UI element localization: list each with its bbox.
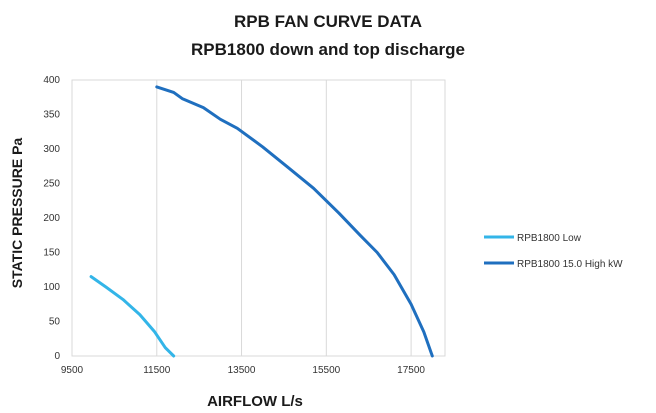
- y-tick-label: 100: [43, 282, 60, 293]
- plot-area-border: [71, 79, 446, 357]
- y-tick-label: 250: [43, 179, 60, 190]
- x-tick-label: 15500: [312, 365, 340, 376]
- y-tick-label: 0: [54, 351, 60, 362]
- x-tick-label: 9500: [61, 365, 84, 376]
- chart-subtitle: RPB1800 down and top discharge: [191, 40, 465, 59]
- chart-title: RPB FAN CURVE DATA: [234, 12, 422, 31]
- y-tick-label: 400: [43, 75, 60, 86]
- x-axis-label: AIRFLOW L/s: [207, 393, 303, 410]
- y-tick-label: 300: [43, 144, 60, 155]
- y-tick-label: 50: [49, 317, 61, 328]
- series-line-1: [89, 275, 176, 358]
- x-tick-label: 17500: [397, 365, 425, 376]
- legend-label-1: RPB1800 Low: [517, 233, 582, 244]
- legend-label-2: RPB1800 15.0 High kW: [517, 259, 623, 270]
- legend: RPB1800 Low RPB1800 15.0 High kW: [484, 233, 623, 270]
- x-tick-label: 13500: [228, 365, 256, 376]
- y-axis-label: STATIC PRESSURE Pa: [9, 138, 25, 289]
- axis-ticks: 9500 11500 13500 15500 17500 0 50 100 150 200 250 3…: [43, 75, 425, 376]
- series-lines: [89, 85, 434, 358]
- x-tick-label: 11500: [143, 365, 171, 376]
- y-tick-label: 350: [43, 110, 60, 121]
- y-tick-label: 200: [43, 213, 60, 224]
- grid-lines: [71, 80, 412, 356]
- series-line-2: [155, 85, 434, 358]
- y-tick-label: 150: [43, 248, 60, 259]
